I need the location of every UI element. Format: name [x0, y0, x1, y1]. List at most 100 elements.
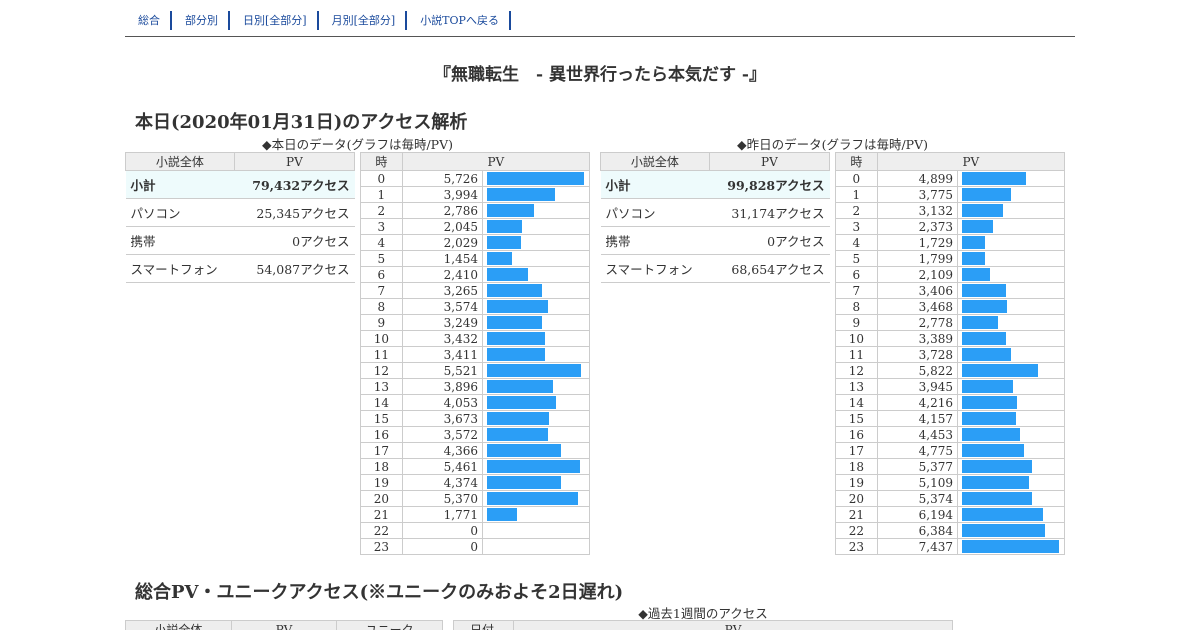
hour-cell: 22 — [835, 522, 878, 539]
pv-cell: 0 — [401, 538, 484, 555]
bar-cell — [482, 330, 590, 347]
pv-cell: 4,157 — [876, 410, 959, 427]
pv-cell: 3,265 — [401, 282, 484, 299]
pv-bar — [487, 380, 553, 393]
bar-cell — [957, 202, 1065, 219]
bar-cell — [957, 330, 1065, 347]
bar-cell — [957, 538, 1065, 555]
nav-link-novel-top[interactable]: 小説TOPへ戻る — [407, 11, 511, 30]
hour-cell: 20 — [360, 490, 403, 507]
bar-cell — [957, 410, 1065, 427]
nav-link-monthly[interactable]: 月別[全部分] — [319, 11, 408, 30]
bar-cell — [957, 362, 1065, 379]
pv-bar — [962, 252, 985, 265]
hour-cell: 16 — [835, 426, 878, 443]
pv-cell: 3,572 — [401, 426, 484, 443]
hour-cell: 13 — [835, 378, 878, 395]
bar-cell — [957, 426, 1065, 443]
bar-cell — [482, 314, 590, 331]
hour-cell: 22 — [360, 522, 403, 539]
hour-row: 18 5,377 — [835, 458, 1065, 475]
pv-cell: 5,461 — [401, 458, 484, 475]
bar-cell — [957, 458, 1065, 475]
pv-cell: 1,729 — [876, 234, 959, 251]
hour-row: 12 5,521 — [360, 362, 590, 379]
bar-cell — [482, 250, 590, 267]
hour-row: 7 3,265 — [360, 282, 590, 299]
summary-header-novel: 小説全体 — [125, 152, 235, 171]
hour-row: 23 0 — [360, 538, 590, 555]
hour-row: 13 3,896 — [360, 378, 590, 395]
pv-bar — [962, 236, 985, 249]
pv-bar — [962, 428, 1020, 441]
hour-cell: 7 — [835, 282, 878, 299]
hour-row: 22 0 — [360, 522, 590, 539]
nav-link-daily[interactable]: 日別[全部分] — [230, 11, 319, 30]
pv-cell: 2,778 — [876, 314, 959, 331]
bar-cell — [482, 266, 590, 283]
hour-row: 3 2,045 — [360, 218, 590, 235]
hour-row: 15 4,157 — [835, 410, 1065, 427]
pv-cell: 3,249 — [401, 314, 484, 331]
hour-cell: 23 — [835, 538, 878, 555]
bar-cell — [957, 282, 1065, 299]
hour-row: 12 5,822 — [835, 362, 1065, 379]
hour-cell: 1 — [360, 186, 403, 203]
hour-cell: 11 — [360, 346, 403, 363]
pv-cell: 6,194 — [876, 506, 959, 523]
pv-bar — [962, 444, 1024, 457]
summary-row: スマートフォン 54,087アクセス — [125, 254, 355, 283]
hour-row: 1 3,994 — [360, 186, 590, 203]
hour-cell: 19 — [835, 474, 878, 491]
summary-value: 31,174アクセス — [709, 198, 830, 227]
pv-bar — [487, 204, 534, 217]
hour-cell: 7 — [360, 282, 403, 299]
hour-cell: 2 — [835, 202, 878, 219]
pv-bar — [487, 300, 548, 313]
hour-cell: 5 — [360, 250, 403, 267]
yesterday-summary-table: 小説全体 PV 小計 99,828アクセス パソコン 31,174アクセス 携帯 0アクセ… — [600, 152, 831, 283]
hour-row: 8 3,468 — [835, 298, 1065, 315]
bar-cell — [957, 250, 1065, 267]
pv-cell: 7,437 — [876, 538, 959, 555]
pv-bar — [487, 508, 517, 521]
pv-cell: 4,775 — [876, 442, 959, 459]
bar-cell — [957, 314, 1065, 331]
pv-bar — [962, 476, 1029, 489]
bar-cell — [482, 282, 590, 299]
nav-divider — [125, 36, 1075, 37]
pv-cell: 0 — [401, 522, 484, 539]
summary-label: パソコン — [600, 198, 710, 227]
hour-cell: 20 — [835, 490, 878, 507]
pv-bar — [487, 364, 581, 377]
bar-cell — [482, 234, 590, 251]
hour-cell: 0 — [360, 170, 403, 187]
bar-cell — [957, 298, 1065, 315]
pv-cell: 4,899 — [876, 170, 959, 187]
bar-cell — [957, 506, 1065, 523]
hour-row: 15 3,673 — [360, 410, 590, 427]
nav-link-by-part[interactable]: 部分別 — [172, 11, 230, 30]
hour-row: 23 7,437 — [835, 538, 1065, 555]
weekly-table: 日付 PV — [453, 620, 953, 630]
pv-bar — [962, 348, 1011, 361]
hour-cell: 8 — [360, 298, 403, 315]
summary-row: 携帯 0アクセス — [600, 226, 830, 255]
hour-row: 4 1,729 — [835, 234, 1065, 251]
hour-cell: 6 — [835, 266, 878, 283]
hour-row: 21 1,771 — [360, 506, 590, 523]
nav-link-overall[interactable]: 総合 — [125, 11, 172, 30]
summary-value: 79,432アクセス — [234, 170, 355, 199]
today-hourly-body: 0 5,726 1 3,994 2 2,786 3 2,045 4 2,029 5 1,454 6 2,4… — [360, 170, 590, 555]
bar-cell — [957, 170, 1065, 187]
pv-bar — [487, 252, 512, 265]
bar-cell — [482, 394, 590, 411]
pv-cell: 4,216 — [876, 394, 959, 411]
hour-row: 2 3,132 — [835, 202, 1065, 219]
pv-bar — [487, 348, 545, 361]
pv-cell: 2,410 — [401, 266, 484, 283]
pv-cell: 5,374 — [876, 490, 959, 507]
today-summary-table: 小説全体 PV 小計 79,432アクセス パソコン 25,345アクセス 携帯 0アクセ… — [125, 152, 356, 283]
hour-row: 22 6,384 — [835, 522, 1065, 539]
pv-cell: 3,132 — [876, 202, 959, 219]
